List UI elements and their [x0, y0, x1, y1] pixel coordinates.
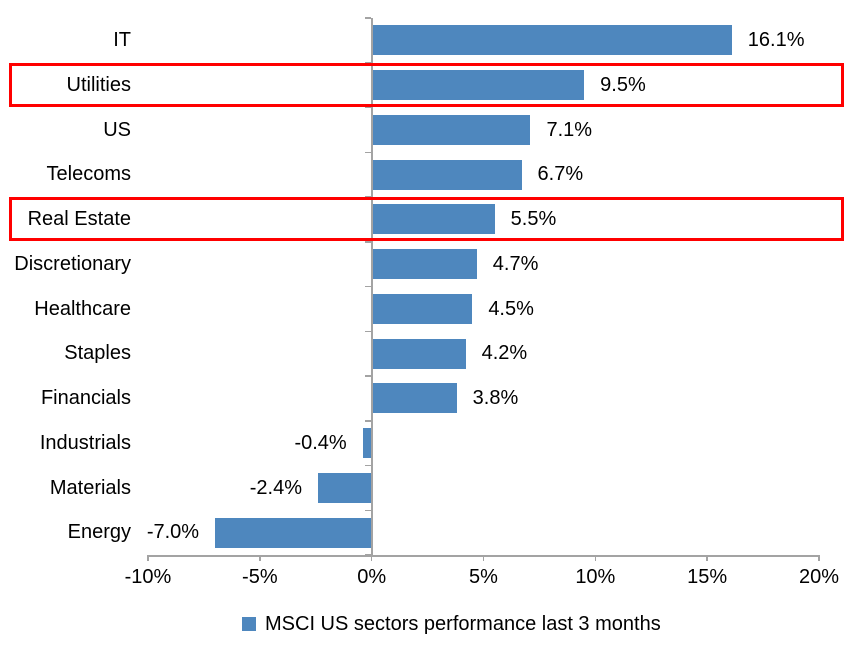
value-label: 16.1% [747, 29, 805, 51]
x-tick-label: 0% [357, 566, 387, 588]
y-axis-tick [364, 196, 371, 198]
bar [371, 338, 466, 369]
legend-label: MSCI US sectors performance last 3 month… [265, 612, 661, 635]
value-label: -7.0% [146, 521, 200, 544]
bar [371, 70, 585, 101]
value-label: 4.5% [488, 297, 534, 320]
y-axis-tick [364, 241, 371, 243]
y-axis-tick [364, 509, 371, 511]
x-axis-tick [706, 555, 708, 561]
value-label: 4.7% [492, 252, 539, 275]
value-label: 9.5% [600, 73, 646, 96]
bar [371, 249, 477, 280]
category-label: Industrials [39, 431, 131, 454]
value-label: 7.1% [546, 118, 593, 141]
category-label: Telecoms [46, 163, 131, 186]
x-axis-tick [482, 555, 485, 561]
x-tick-label: 20% [798, 566, 840, 588]
bar [371, 204, 495, 235]
category-label: Financials [40, 387, 131, 409]
y-axis-tick [364, 375, 371, 377]
value-label: 4.2% [481, 342, 528, 365]
y-axis-tick [364, 106, 371, 109]
category-label: Energy [67, 521, 131, 544]
value-label: -2.4% [249, 476, 302, 499]
x-tick-label: 10% [575, 566, 616, 588]
y-axis-tick [364, 464, 371, 467]
category-label: Materials [49, 476, 131, 499]
x-tick-label: -10% [124, 566, 172, 588]
x-axis-tick [147, 555, 149, 561]
category-label: Utilities [66, 73, 131, 96]
y-axis-tick [364, 330, 371, 332]
x-axis-tick [594, 555, 597, 561]
x-tick-label: 5% [469, 566, 498, 588]
x-axis-tick [818, 555, 820, 561]
bar [371, 114, 531, 145]
x-axis-tick [259, 555, 261, 561]
y-axis-tick [364, 285, 371, 288]
bar [371, 25, 732, 56]
value-label: 3.8% [472, 387, 519, 409]
category-label: Real Estate [27, 208, 131, 230]
x-tick-label: 15% [687, 566, 728, 588]
category-label: Staples [64, 342, 131, 365]
value-label: 5.5% [510, 208, 557, 230]
bar [371, 159, 522, 190]
bar [215, 517, 372, 548]
legend-swatch-icon [242, 617, 256, 631]
value-label: -0.4% [294, 431, 347, 454]
bar [371, 383, 457, 414]
highlight-box [9, 63, 844, 108]
y-axis-tick [364, 151, 371, 153]
legend: MSCI US sectors performance last 3 month… [242, 610, 661, 638]
category-label: US [103, 118, 131, 141]
category-label: IT [113, 29, 131, 51]
value-label: 6.7% [537, 163, 584, 186]
highlight-box [9, 197, 844, 242]
bar [317, 472, 372, 503]
bar [371, 293, 473, 324]
x-tick-label: -5% [242, 566, 278, 588]
category-label: Discretionary [14, 252, 131, 275]
y-axis-tick [364, 17, 371, 19]
y-axis-line [370, 18, 373, 555]
category-label: Healthcare [34, 297, 131, 320]
x-axis-tick [370, 555, 373, 561]
y-axis-tick [364, 420, 371, 422]
bar [362, 428, 372, 459]
y-axis-tick [364, 62, 371, 64]
